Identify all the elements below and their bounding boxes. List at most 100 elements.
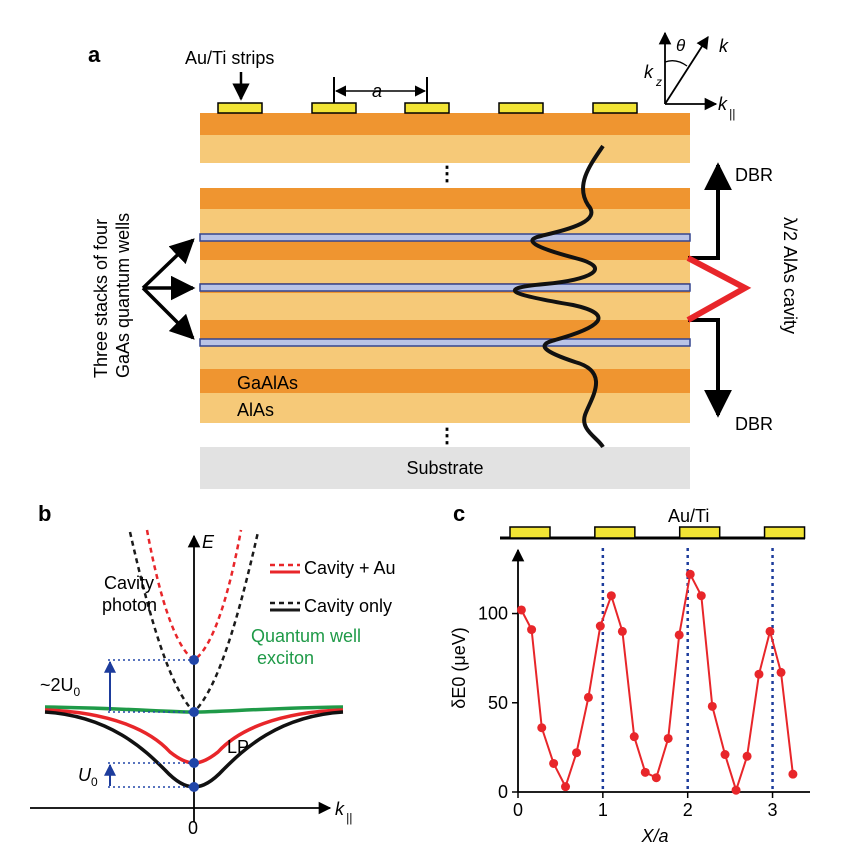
strip-marker-2 bbox=[594, 526, 636, 539]
substrate-layer bbox=[200, 447, 690, 489]
x-tick-label-1: 1 bbox=[598, 800, 608, 820]
theta-arc bbox=[664, 60, 688, 67]
arrow-to-well-1 bbox=[141, 238, 195, 290]
vertical-guides bbox=[601, 548, 774, 792]
data-point-20 bbox=[731, 785, 741, 795]
layer-1 bbox=[200, 188, 690, 209]
x-tick-label-0: 0 bbox=[513, 800, 523, 820]
data-point-2 bbox=[527, 625, 537, 635]
data-point-16 bbox=[685, 569, 695, 579]
kpar-subscript-b: || bbox=[346, 811, 352, 825]
data-point-22 bbox=[754, 669, 764, 679]
strip-markers bbox=[509, 526, 806, 539]
data-point-1 bbox=[516, 605, 526, 615]
u0-label: U0 bbox=[78, 765, 98, 789]
quantum-well-3 bbox=[199, 338, 691, 347]
data-point-18 bbox=[707, 701, 717, 711]
data-point-12 bbox=[640, 767, 650, 777]
data-point-24 bbox=[776, 667, 786, 677]
substrate-label: Substrate bbox=[406, 458, 483, 478]
three-stacks-annotation: Three stacks of four GaAs quantum wells bbox=[91, 213, 196, 378]
layer-alas-label-row bbox=[200, 393, 690, 423]
data-point-11 bbox=[629, 732, 639, 742]
panel-b: b E 0 k || ~2U0 U0 Cavity photon LP Quan… bbox=[30, 501, 396, 838]
cavity-bracket bbox=[686, 255, 752, 323]
strip-marker-3 bbox=[678, 526, 721, 539]
kpar-label-b: k bbox=[335, 799, 345, 819]
data-point-14 bbox=[663, 733, 673, 743]
y-tick-label-100: 100 bbox=[478, 604, 508, 624]
strip-1 bbox=[217, 102, 263, 114]
legend-cavity-au: Cavity + Au bbox=[304, 558, 396, 578]
kpar-subscript: || bbox=[729, 107, 735, 121]
optical-field-profile bbox=[513, 144, 605, 449]
x-tick-label-2: 2 bbox=[683, 800, 693, 820]
quantum-well-2 bbox=[199, 283, 691, 292]
strip-2 bbox=[311, 102, 357, 114]
y-tick-label-0: 0 bbox=[498, 782, 508, 802]
layer-8 bbox=[200, 346, 690, 369]
panel-c: c Au/Ti 0 1 2 3 0 50 100 X/a δE0 (μeV) bbox=[449, 501, 810, 846]
cavity-photon-label-1: Cavity bbox=[104, 573, 154, 593]
dbr-top-label: DBR bbox=[735, 165, 773, 185]
axis-ticks: 0 1 2 3 0 50 100 bbox=[478, 604, 778, 820]
dbr-bottom-bracket bbox=[688, 318, 732, 418]
strip-label: Au/Ti bbox=[668, 506, 709, 526]
layer-alas-top bbox=[200, 135, 690, 163]
layer-stack: ⋮ ⋮ Substrate GaAlAs AlAs bbox=[200, 113, 690, 489]
k-label: k bbox=[719, 36, 729, 56]
ellipsis-top: ⋮ bbox=[437, 163, 457, 185]
data-point-6 bbox=[572, 748, 582, 758]
data-point-9 bbox=[606, 591, 616, 601]
arrow-to-well-3 bbox=[141, 286, 195, 340]
data-point-23 bbox=[765, 626, 775, 636]
layer-gaalas-label-row bbox=[200, 369, 690, 393]
data-point-15 bbox=[674, 630, 684, 640]
au-ti-strips-label: Au/Ti strips bbox=[185, 48, 274, 68]
qw-exciton-label-2: exciton bbox=[257, 648, 314, 668]
series-points bbox=[516, 569, 798, 795]
lp-label: LP bbox=[227, 737, 249, 757]
kpar-label: k bbox=[718, 94, 728, 114]
series-line bbox=[520, 571, 794, 794]
dbr-cavity-annotation: DBR DBR λ/2 AlAs cavity bbox=[686, 162, 800, 434]
k-axis bbox=[664, 35, 709, 105]
delta-e0-chart: 0 1 2 3 0 50 100 X/a δE0 (μeV) bbox=[449, 548, 810, 846]
data-point-13 bbox=[651, 773, 661, 783]
quantum-well-1 bbox=[199, 233, 691, 242]
data-point-19 bbox=[720, 750, 730, 760]
data-point-25 bbox=[788, 769, 798, 779]
data-point-5 bbox=[561, 782, 571, 792]
strip-3 bbox=[404, 102, 450, 114]
two-u0-label: ~2U0 bbox=[40, 675, 81, 699]
strip-4 bbox=[498, 102, 544, 114]
x-axis-label: X/a bbox=[640, 826, 668, 846]
alas-label: AlAs bbox=[237, 400, 274, 420]
layer-gaalas-top bbox=[200, 113, 690, 135]
data-point-7 bbox=[583, 692, 593, 702]
energy-axis-label: E bbox=[202, 532, 215, 552]
layer-2 bbox=[200, 209, 690, 234]
panel-a: a ⋮ ⋮ Substrate GaAlAs AlAs bbox=[88, 31, 800, 489]
legend-cavity-only: Cavity only bbox=[304, 596, 392, 616]
kz-label: k bbox=[644, 62, 654, 82]
period-label: a bbox=[372, 81, 382, 101]
cavity-photon-label-2: photon bbox=[102, 595, 157, 615]
data-point-3 bbox=[537, 723, 547, 733]
dbr-top-bracket bbox=[688, 162, 732, 260]
panel-a-letter: a bbox=[88, 42, 101, 67]
layer-6 bbox=[200, 293, 690, 320]
data-point-8 bbox=[595, 621, 605, 631]
three-stacks-line2: GaAs quantum wells bbox=[113, 213, 133, 378]
data-point-21 bbox=[742, 751, 752, 761]
data-point-10 bbox=[617, 626, 627, 636]
y-axis-label: δE0 (μeV) bbox=[449, 627, 469, 708]
wavevector-axes: θ k k z k || bbox=[644, 31, 735, 121]
au-ti-strips: Au/Ti strips a bbox=[185, 48, 638, 114]
strip-marker-4 bbox=[763, 526, 806, 539]
theta-label: θ bbox=[676, 36, 686, 55]
three-stacks-line1: Three stacks of four bbox=[91, 219, 111, 378]
qw-exciton-label-1: Quantum well bbox=[251, 626, 361, 646]
zero-label-b: 0 bbox=[188, 818, 198, 838]
